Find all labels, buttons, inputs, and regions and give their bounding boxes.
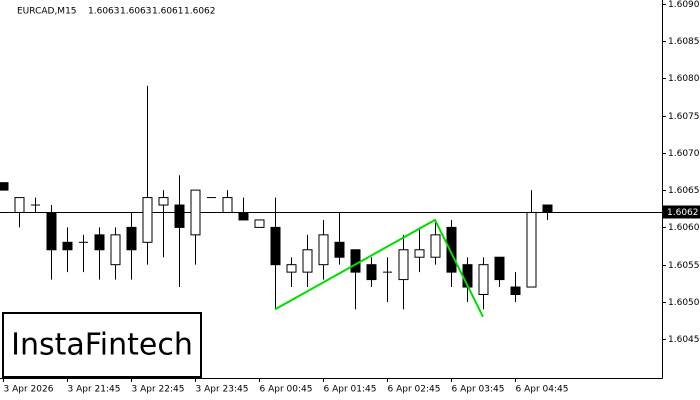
y-tick-label: 1.6045 — [668, 335, 700, 345]
candle-body — [190, 189, 201, 236]
candle-body — [286, 264, 297, 273]
logo: InstaFintech — [2, 312, 202, 378]
header-low: 1.6061 — [152, 7, 184, 17]
x-tick-label: 6 Apr 01:45 — [324, 385, 377, 395]
logo-box — [2, 312, 202, 378]
candle-body — [414, 249, 425, 258]
candle-body — [110, 234, 121, 266]
candle-body — [254, 219, 265, 228]
candle-body — [526, 211, 537, 288]
candle-body — [62, 241, 73, 251]
candle-body — [478, 264, 489, 295]
candle-body — [0, 182, 9, 191]
header-open: 1.6063 — [88, 7, 120, 17]
candle-body — [126, 226, 137, 251]
header-high: 1.6063 — [120, 7, 152, 17]
candle-body — [398, 249, 409, 281]
candle-body — [318, 234, 329, 266]
candle-body — [158, 197, 169, 206]
header: EURCAD,M15 1.6063 1.6063 1.6061 1.6062 — [17, 7, 216, 17]
candle-body — [222, 197, 233, 213]
y-tick-label: 1.6075 — [668, 112, 700, 122]
candle-body — [46, 211, 57, 251]
candle-body — [174, 204, 185, 228]
y-tick-label: 1.6090 — [668, 0, 700, 10]
header-close: 1.6062 — [184, 7, 216, 17]
candle-body — [350, 249, 361, 273]
x-tick-label: 6 Apr 04:45 — [516, 385, 569, 395]
candle-body — [542, 204, 553, 213]
candle-body — [366, 264, 377, 281]
y-tick-label: 1.6070 — [668, 149, 700, 159]
candle-body — [494, 256, 505, 281]
logo-text: InstaFintech — [11, 328, 193, 363]
x-tick-label: 3 Apr 23:45 — [196, 385, 249, 395]
x-tick-label: 3 Apr 2026 — [4, 385, 54, 395]
candle-body — [14, 197, 25, 213]
y-tick-label: 1.6065 — [668, 186, 700, 196]
candle-body — [446, 226, 457, 273]
candle-body — [142, 197, 153, 243]
candle-body — [270, 226, 281, 266]
x-tick-label: 3 Apr 21:45 — [68, 385, 121, 395]
x-tick-label: 3 Apr 22:45 — [132, 385, 185, 395]
candle-body — [238, 211, 249, 221]
pattern-line — [274, 218, 484, 318]
candle-body — [94, 234, 105, 251]
y-tick-label: 1.6050 — [668, 298, 700, 308]
symbol: EURCAD,M15 — [17, 7, 77, 17]
price-label: 1.6062 — [667, 208, 699, 218]
candle-body — [334, 241, 345, 258]
x-tick-label: 6 Apr 02:45 — [388, 385, 441, 395]
y-tick-label: 1.6085 — [668, 37, 700, 47]
x-tick-label: 6 Apr 03:45 — [452, 385, 505, 395]
y-tick-label: 1.6060 — [668, 223, 700, 233]
y-tick-label: 1.6080 — [668, 74, 700, 84]
y-tick-label: 1.6055 — [668, 261, 700, 271]
candle-body — [302, 249, 313, 273]
candle-body — [430, 234, 441, 258]
candle-body — [510, 286, 521, 295]
x-tick-label: 6 Apr 00:45 — [260, 385, 313, 395]
price-label-box — [662, 205, 700, 219]
